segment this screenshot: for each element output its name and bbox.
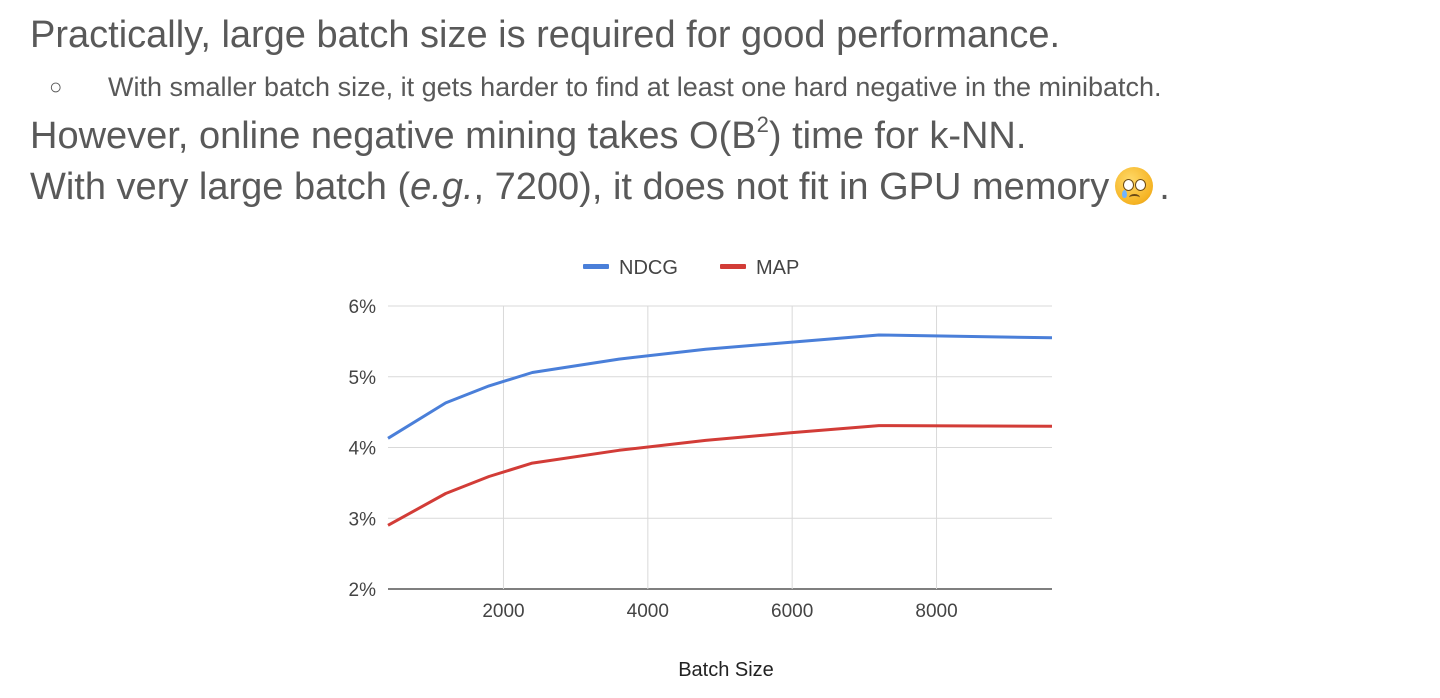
crying-face-icon bbox=[1115, 167, 1154, 205]
y-tick-label: 3% bbox=[349, 509, 377, 530]
slide-line-4-italic: e.g. bbox=[410, 166, 474, 208]
x-axis-title: Batch Size bbox=[678, 659, 774, 681]
legend-label-ndcg: NDCG bbox=[619, 257, 678, 279]
legend-swatch-ndcg bbox=[583, 264, 609, 269]
y-tick-label: 2% bbox=[349, 580, 377, 601]
y-tick-label: 6% bbox=[349, 297, 377, 318]
slide-line-3-post: ) time for k-NN. bbox=[768, 115, 1027, 157]
slide-line-4: With very large batch (e.g., 7200), it d… bbox=[30, 166, 1170, 209]
slide-line-4-end: . bbox=[1159, 166, 1170, 208]
slide-line-2: With smaller batch size, it gets harder … bbox=[108, 72, 1162, 102]
x-tick-label: 2000 bbox=[482, 601, 524, 622]
bullet-circle-icon: ○ bbox=[49, 74, 63, 99]
x-tick-label: 4000 bbox=[627, 601, 669, 622]
slide-line-3: However, online negative mining takes O(… bbox=[30, 112, 1026, 158]
slide-line-3-superscript: 2 bbox=[756, 112, 769, 137]
legend-swatch-map bbox=[720, 264, 746, 269]
slide-line-4-post: , 7200), it does not fit in GPU memory bbox=[473, 166, 1110, 208]
y-tick-label: 5% bbox=[349, 368, 377, 389]
x-tick-label: 6000 bbox=[771, 601, 813, 622]
series-line-ndcg bbox=[387, 333, 1053, 440]
series-line-map bbox=[387, 424, 1053, 527]
slide-line-4-pre: With very large batch ( bbox=[30, 166, 411, 208]
x-tick-label: 8000 bbox=[915, 601, 957, 622]
legend-label-map: MAP bbox=[756, 257, 799, 279]
y-tick-label: 4% bbox=[349, 439, 377, 460]
slide-line-3-pre: However, online negative mining takes O(… bbox=[30, 115, 757, 157]
slide-line-1: Practically, large batch size is require… bbox=[30, 14, 1061, 56]
